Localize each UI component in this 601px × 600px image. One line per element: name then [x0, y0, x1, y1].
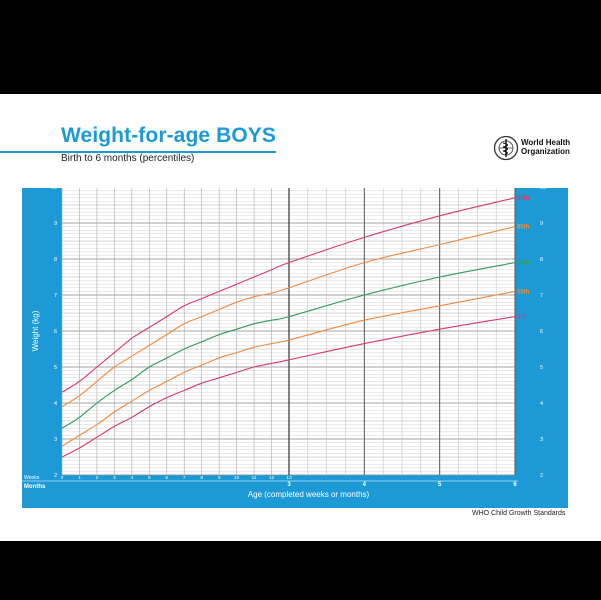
y-tick-label-left: 5: [54, 365, 57, 371]
chart-title: Weight-for-age BOYS: [61, 124, 277, 147]
week-tick-label: 1: [78, 475, 81, 481]
source-note: WHO Child Growth Standards: [472, 510, 566, 517]
month-tick-label: 3: [287, 482, 291, 488]
percentile-curve-97th: [61, 197, 516, 393]
y-tick-label-left: 10: [51, 188, 57, 191]
percentile-curve-3rd: [61, 316, 516, 458]
week-tick-label: 0: [61, 475, 64, 481]
week-tick-label: 7: [183, 475, 186, 481]
y-tick-label-right: 5: [540, 365, 543, 371]
y-tick-label-right: 9: [540, 221, 543, 227]
y-tick-label-right: 8: [540, 257, 543, 263]
y-tick-label-left: 3: [54, 437, 57, 443]
y-tick-label-left: 6: [54, 329, 57, 335]
percentile-label-85th: 85th: [517, 225, 530, 231]
week-tick-label: 12: [269, 475, 275, 481]
y-tick-label-right: 2: [540, 473, 543, 479]
weeks-axis-label: Weeks: [24, 475, 40, 481]
chart-sheet: Weight-for-age BOYS Birth to 6 months (p…: [0, 94, 601, 541]
month-tick-label: 4: [363, 482, 367, 488]
y-tick-label-left: 9: [54, 221, 57, 227]
percentile-label-97th: 97th: [517, 196, 530, 202]
y-tick-label-left: 8: [54, 257, 57, 263]
y-tick-label-left: 2: [54, 473, 57, 479]
week-tick-label: 11: [252, 475, 257, 481]
week-tick-label: 8: [200, 475, 203, 481]
y-tick-label-right: 6: [540, 329, 543, 335]
month-tick-label: 6: [513, 482, 517, 488]
percentile-curve-50th: [61, 262, 516, 429]
months-axis-label: Months: [24, 484, 46, 490]
month-tick-label: 5: [438, 482, 442, 488]
percentile-label-3rd: 3rd: [517, 315, 527, 321]
y-tick-label-left: 4: [54, 401, 57, 407]
percentile-curve-85th: [61, 226, 516, 408]
week-tick-label: 9: [218, 475, 221, 481]
percentile-curve-15th: [61, 290, 516, 447]
org-name-line2: Organization: [521, 147, 570, 156]
week-tick-label: 6: [165, 475, 168, 481]
week-tick-label: 4: [131, 475, 134, 481]
week-tick-label: 2: [96, 475, 99, 481]
title-underline: [0, 151, 276, 153]
week-tick-label: 3: [113, 475, 116, 481]
week-tick-label: 5: [148, 475, 151, 481]
who-organization-name: World Health Organization: [521, 138, 581, 156]
percentile-label-15th: 15th: [517, 289, 530, 295]
who-emblem-icon: [493, 135, 519, 161]
y-tick-label-right: 4: [540, 401, 543, 407]
y-tick-label-right: 10: [540, 188, 546, 191]
y-axis-title: Weight (kg): [31, 310, 40, 351]
chart-subtitle: Birth to 6 months (percentiles): [61, 153, 195, 164]
y-tick-label-right: 7: [540, 293, 543, 299]
percentile-label-50th: 50th: [517, 261, 530, 267]
week-tick-label: 10: [234, 475, 240, 481]
x-axis-title: Age (completed weeks or months): [248, 490, 370, 499]
org-name-line1: World Health: [521, 138, 571, 147]
y-tick-label-left: 7: [54, 293, 57, 299]
week-tick-label: 13: [286, 475, 292, 481]
y-tick-label-right: 3: [540, 437, 543, 443]
